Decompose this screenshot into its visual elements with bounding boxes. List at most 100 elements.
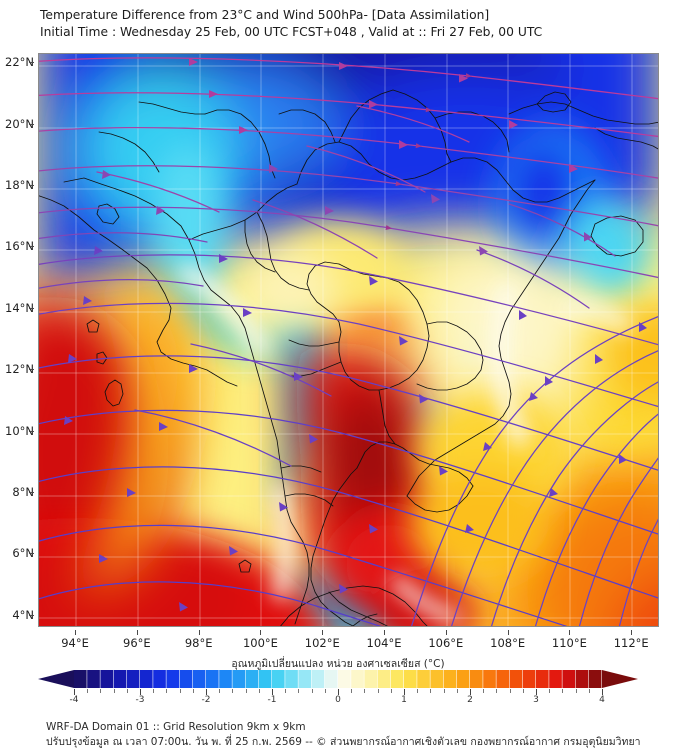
colorbar-minor-tick [192,689,194,693]
colorbar-band [404,670,417,688]
colorbar-minor-tick [100,689,102,693]
colorbar-minor-tick [285,689,287,693]
x-tick-label: 108°E [490,636,526,650]
colorbar-band [232,670,246,688]
colorbar-band [179,670,193,688]
chart-title-line-1: Temperature Difference from 23°C and Win… [40,8,490,22]
colorbar-minor-tick [126,689,128,693]
colorbar-minor-tick [430,689,432,693]
colorbar-band [338,670,351,688]
colorbar-band [496,670,510,688]
colorbar-minor-tick [443,689,445,693]
colorbar-band [562,670,576,688]
colorbar-minor-tick [166,689,168,693]
colorbar-minor-tick [588,689,590,693]
colorbar-minor-tick [153,689,155,693]
colorbar-gradient [38,669,638,689]
y-tick-mark [29,62,34,64]
colorbar-major-tick [272,689,273,695]
y-tick-label: 16°N [5,239,34,254]
colorbar-minor-tick [562,689,564,693]
y-tick-label: 10°N [5,423,34,438]
colorbar-band [417,670,430,688]
colorbar-band [298,670,312,688]
map-plot-area [38,53,659,627]
colorbar-band [153,670,166,688]
colorbar-band [549,670,562,688]
x-tick-label: 96°E [123,636,151,650]
colorbar-major-tick [74,689,75,695]
colorbar-band [87,670,100,688]
colorbar-major-tick [536,689,537,695]
colorbar-tick-label: 2 [467,695,473,705]
colorbar: อุณหภูมิเปลี่ยนแปลง หน่วย องศาเซลเซียส (… [38,655,638,705]
colorbar-minor-tick [219,689,221,693]
x-tick-label: 110°E [551,636,587,650]
colorbar-ticks: -4 -3 -2 -1 0 1 2 3 4 [38,689,638,705]
x-tick-label: 112°E [613,636,649,650]
temperature-field [39,54,658,626]
colorbar-minor-tick [258,689,260,693]
colorbar-minor-tick [390,689,392,693]
colorbar-band [206,670,219,688]
colorbar-major-tick [206,689,207,695]
colorbar-band [219,670,232,688]
colorbar-band [364,670,378,688]
colorbar-band [470,670,483,688]
map-frame [38,53,659,627]
wind-streamlines-500hpa [39,57,658,626]
footer-block: WRF-DA Domain 01 :: Grid Resolution 9km … [46,720,641,750]
x-tick-mark [136,630,138,635]
colorbar-minor-tick [87,689,89,693]
y-tick-mark [29,553,34,555]
colorbar-band [311,670,325,688]
colorbar-minor-tick [483,689,485,693]
y-tick-mark [29,430,34,432]
x-tick-label: 100°E [242,636,278,650]
colorbar-minor-tick [377,689,379,693]
colorbar-tick-label: -1 [267,695,277,705]
colorbar-band [258,670,272,688]
x-tick-mark [569,630,571,635]
y-tick-label: 18°N [5,177,34,192]
colorbar-band [272,670,285,688]
colorbar-major-tick [338,689,339,695]
y-tick-label: 14°N [5,300,34,315]
colorbar-band [522,670,536,688]
y-tick-label: 22°N [5,55,34,70]
colorbar-major-tick [140,689,141,695]
colorbar-major-tick [470,689,471,695]
x-tick-label: 106°E [428,636,464,650]
chart-title-line-2: Initial Time : Wednesday 25 Feb, 00 UTC … [40,24,543,39]
colorbar-band [126,670,140,688]
colorbar-minor-tick [364,689,366,693]
y-tick-mark [29,184,34,186]
temperature-anomaly-map [39,54,658,626]
footer-line-1: WRF-DA Domain 01 :: Grid Resolution 9km … [46,721,306,733]
y-tick-mark [29,614,34,616]
colorbar-minor-tick [179,689,181,693]
colorbar-band [74,670,87,688]
x-tick-mark [260,630,262,635]
colorbar-band [483,670,496,688]
x-axis-labels: 94°E 96°E 98°E 100°E 102°E 104°E 106°E 108°E 110… [38,630,659,650]
colorbar-minor-tick [311,689,313,693]
x-tick-label: 98°E [184,636,213,650]
colorbar-minor-tick [324,689,326,693]
colorbar-band [351,670,364,688]
y-tick-mark [29,123,34,125]
colorbar-band [192,670,206,688]
colorbar-band [456,670,470,688]
colorbar-major-tick [602,689,603,695]
y-tick-mark [29,307,34,309]
colorbar-minor-tick [575,689,577,693]
y-axis-labels: 4°N 6°N 8°N 10°N 12°N 14°N 16°N 18°N 20°N 22°N [0,53,34,627]
y-tick-label: 4°N [12,607,34,622]
colorbar-band [377,670,391,688]
colorbar-band [285,670,298,688]
colorbar-major-tick [404,689,405,695]
y-tick-label: 8°N [12,484,34,499]
x-tick-mark [631,630,633,635]
colorbar-minor-tick [496,689,498,693]
